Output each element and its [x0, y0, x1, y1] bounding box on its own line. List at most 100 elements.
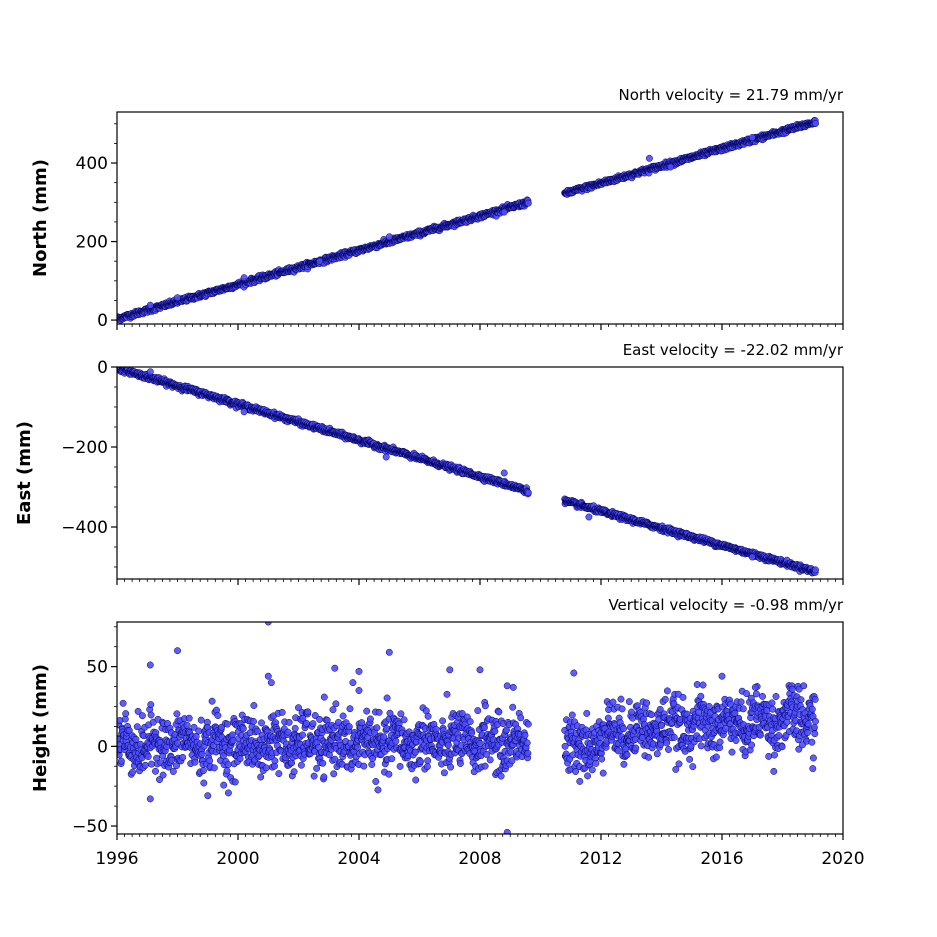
height-point [210, 764, 218, 772]
east-outlier-point [146, 368, 154, 376]
height-point [386, 709, 394, 717]
height-point [297, 761, 305, 769]
height-point [257, 773, 265, 781]
height-point [440, 769, 448, 777]
height-point [330, 770, 338, 778]
height-point [316, 715, 324, 723]
north-outlier-point [240, 274, 248, 282]
height-point [411, 748, 419, 756]
height-point [197, 716, 205, 724]
height-point [239, 725, 247, 733]
height-point [310, 772, 318, 780]
height-point [466, 718, 474, 726]
height-point [368, 761, 376, 768]
height-point [183, 721, 191, 729]
height-point [141, 761, 149, 769]
north-outlier-point [146, 301, 154, 309]
height-point [320, 773, 328, 781]
height-point [198, 750, 206, 758]
east-points [117, 367, 819, 577]
height-point [304, 708, 312, 716]
height-point [345, 723, 353, 731]
height-point [360, 762, 368, 770]
height-point [346, 705, 354, 713]
east-point [812, 566, 819, 574]
height-point [299, 714, 307, 722]
height-point [358, 719, 366, 727]
height-point [474, 707, 482, 715]
north-point [524, 199, 532, 207]
height-point [319, 759, 327, 767]
height-point [156, 776, 163, 784]
height-point [195, 727, 203, 735]
height-point [483, 750, 490, 758]
height-point [220, 781, 228, 789]
height-point [354, 743, 362, 751]
height-point [374, 786, 382, 794]
height-point [481, 702, 489, 710]
height-point [190, 723, 198, 731]
height-point [311, 712, 319, 719]
height-point [224, 761, 232, 769]
height-point [236, 755, 244, 763]
height-point [439, 717, 447, 725]
height-point [284, 728, 292, 736]
height-point [231, 778, 239, 786]
height-point [275, 770, 283, 778]
north-velocity-title: North velocity = 21.79 mm/yr [619, 86, 844, 104]
height-point [447, 763, 455, 771]
north-ytick-label: 0 [97, 311, 108, 331]
height-point [417, 758, 424, 766]
height-point [125, 727, 133, 735]
height-point [133, 723, 141, 731]
height-point [228, 731, 236, 739]
height-point [299, 731, 306, 739]
height-point [223, 720, 231, 728]
height-point [486, 756, 494, 764]
height-point [481, 762, 489, 770]
height-point [122, 710, 130, 718]
height-point [373, 724, 381, 732]
height-point [375, 708, 383, 716]
north-ytick-label: 400 [76, 154, 108, 174]
height-point [468, 729, 476, 737]
height-point [380, 733, 388, 741]
height-point [332, 700, 340, 708]
north-outlier-point [500, 208, 508, 216]
height-point [456, 760, 464, 767]
height-point [258, 719, 265, 727]
north-outlier-point [316, 257, 324, 265]
height-point [173, 710, 181, 718]
height-point [323, 716, 331, 724]
height-point [134, 707, 142, 715]
north-outlier-point [174, 294, 181, 302]
height-point [400, 716, 408, 724]
east-outlier-point [500, 469, 508, 477]
east-ytick-label: 0 [97, 358, 108, 378]
height-point [179, 753, 187, 761]
height-point [476, 740, 484, 747]
height-point [117, 757, 125, 765]
north-point [812, 120, 819, 127]
height-points [117, 622, 819, 834]
height-point [313, 764, 321, 772]
height-point [383, 694, 391, 702]
height-point [372, 778, 380, 785]
height-point [383, 725, 391, 733]
east-velocity-title: East velocity = -22.02 mm/yr [623, 341, 844, 359]
height-point [424, 757, 432, 765]
north-ytick-label: 200 [76, 233, 108, 253]
height-point [331, 755, 339, 763]
east-outlier-point [240, 408, 248, 416]
height-point [200, 779, 208, 787]
height-point [219, 752, 227, 760]
north-ylabel: North (mm) [30, 159, 51, 277]
height-point [224, 789, 232, 797]
height-point [392, 737, 400, 745]
height-point [132, 735, 140, 743]
height-point [423, 763, 431, 771]
height-point [148, 760, 155, 768]
height-point [250, 702, 258, 709]
height-point [339, 712, 347, 720]
